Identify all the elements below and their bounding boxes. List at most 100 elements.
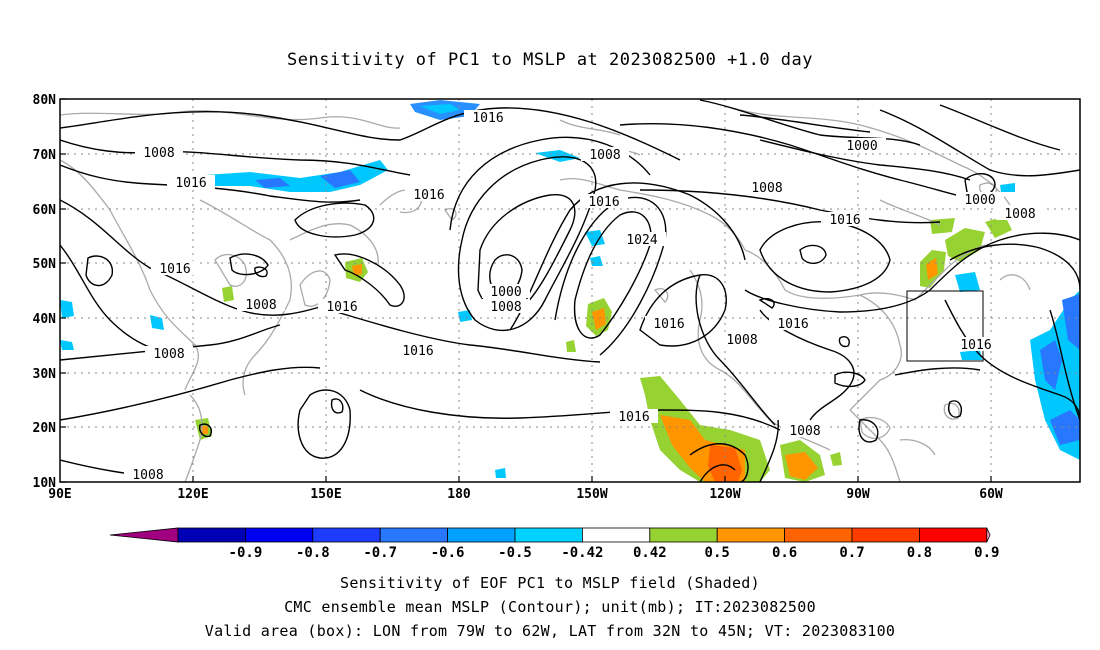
isobar-label-1016-hudson: 1016 [821,212,869,228]
colorbar-swatch [784,527,853,543]
svg-text:1008: 1008 [245,298,276,313]
svg-text:1016: 1016 [960,338,991,353]
colorbar-tick-label: -0.6 [431,545,465,561]
colorbar: -0.9 -0.8 -0.7 -0.6 -0.5 -0.42 0.42 0.5 0.6 0.7 0.… [109,527,999,561]
map-frame [59,98,1081,483]
isobar-label-1016-east-pacific: 1016 [610,409,658,425]
lat-label: 10N [33,476,57,491]
caption-line-1: Sensitivity of EOF PC1 to MSLP field (Sh… [340,574,760,592]
isobar-label-1008-labrador: 1008 [996,206,1044,222]
colorbar-swatch [716,527,786,543]
isobar-label-1008-china: 1008 [237,297,285,313]
svg-text:1016: 1016 [326,300,357,315]
map-title: Sensitivity of PC1 to MSLP at 2023082500… [286,50,813,70]
isobar-label-1008-canada: 1008 [743,180,791,196]
colorbar-swatch [447,527,516,543]
isobar-label-1016-north-pacific: 1016 [645,316,693,332]
lat-label: 80N [33,93,57,108]
colorbar-tick-label: -0.7 [363,545,397,561]
isobar-labels: 1016 1008 1016 1016 1008 1016 1008 1008 … [124,110,1044,482]
colorbar-swatch [514,527,583,543]
colorbar-swatch [177,527,246,543]
colorbar-swatch [851,527,920,543]
shade-patch-blue-bering [535,150,580,162]
isobar-label-1024-high: 1024 [618,232,666,248]
svg-text:1008: 1008 [1004,207,1035,222]
lat-label: 40N [33,312,57,327]
svg-text:1016: 1016 [653,317,684,332]
axis-ticks [60,98,992,483]
colorbar-tick-label: 0.6 [772,545,797,561]
isobar-label-1016-atlantic: 1016 [952,337,1000,353]
colorbar-tick-label: 0.9 [974,545,999,561]
svg-text:1016: 1016 [472,111,503,126]
lon-label: 180 [447,487,471,502]
colorbar-swatch [582,527,651,543]
svg-text:1016: 1016 [777,317,808,332]
svg-text:1008: 1008 [490,300,521,315]
longitude-labels: 90E 120E 150E 180 150W 120W 90W 60W [48,487,1003,502]
isobar-label-1008-low: 1008 [482,299,530,315]
lat-label: 20N [33,421,57,436]
colorbar-tick-label: -0.9 [229,545,263,561]
lat-label: 50N [33,257,57,272]
svg-text:1016: 1016 [402,344,433,359]
isobar-label-1016-north: 1016 [464,110,512,126]
svg-text:1008: 1008 [751,181,782,196]
colorbar-tick-label: -0.42 [561,545,603,561]
svg-text:1008: 1008 [726,333,757,348]
svg-text:1024: 1024 [626,233,657,248]
colorbar-tick-label: 0.42 [633,545,667,561]
colorbar-tick-label: -0.5 [498,545,532,561]
isobar-label-1016-kamchatka: 1016 [405,187,453,203]
svg-text:1000: 1000 [490,285,521,300]
svg-text:1016: 1016 [159,262,190,277]
valid-area-box [906,290,984,362]
lon-label: 150E [310,487,341,502]
lat-label: 70N [33,148,57,163]
colorbar-swatch [312,527,381,543]
isobar-label-1016-subtropical: 1016 [394,343,442,359]
lon-label: 150W [576,487,607,502]
isobar-label-1016-gulf-of-alaska: 1016 [580,194,628,210]
svg-text:1000: 1000 [964,193,995,208]
isobar-label-1008-philippines: 1008 [124,467,172,482]
colorbar-arrow-right [986,527,991,543]
lon-label: 60W [979,487,1003,502]
colorbar-swatch [379,527,449,543]
lon-label: 90E [48,487,71,502]
lat-label: 30N [33,367,57,382]
isobar-label-1008-south-china: 1008 [145,346,193,362]
caption-line-2: CMC ensemble mean MSLP (Contour); unit(m… [284,598,816,616]
isobar-label-1000-labrador: 1000 [956,192,1004,208]
isobar-label-1000-low: 1000 [482,284,530,300]
isobar-label-1016-us: 1016 [769,316,817,332]
latitude-labels: 80N 70N 60N 50N 40N 30N 20N 10N [33,93,57,491]
isobar-label-1008-arctic: 1008 [581,147,629,163]
svg-text:1016: 1016 [175,176,206,191]
isobar-label-1016-mongolia: 1016 [151,261,199,277]
colorbar-arrow-left [109,527,179,543]
colorbar-swatch [649,527,718,543]
sensitivity-shading [60,100,1080,482]
lon-label: 120E [177,487,208,502]
svg-text:1016: 1016 [618,410,649,425]
isobar-label-1016-japan: 1016 [318,299,366,315]
isobar-label-1008-mexico: 1008 [781,423,829,439]
svg-text:1008: 1008 [589,148,620,163]
lat-label: 60N [33,203,57,218]
svg-text:1008: 1008 [789,424,820,439]
lon-label: 120W [709,487,740,502]
colorbar-tick-label: 0.8 [907,545,932,561]
svg-text:1016: 1016 [413,188,444,203]
graticule [60,99,1080,482]
isobar-label-1008-southwest-us: 1008 [718,332,766,348]
lon-label: 90W [846,487,870,502]
caption-line-3: Valid area (box): LON from 79W to 62W, L… [204,622,896,640]
colorbar-swatch [244,527,314,543]
colorbar-swatch [919,527,988,543]
svg-text:1016: 1016 [588,195,619,210]
colorbar-tick-label: 0.7 [839,545,864,561]
colorbar-tick-label: -0.8 [296,545,330,561]
